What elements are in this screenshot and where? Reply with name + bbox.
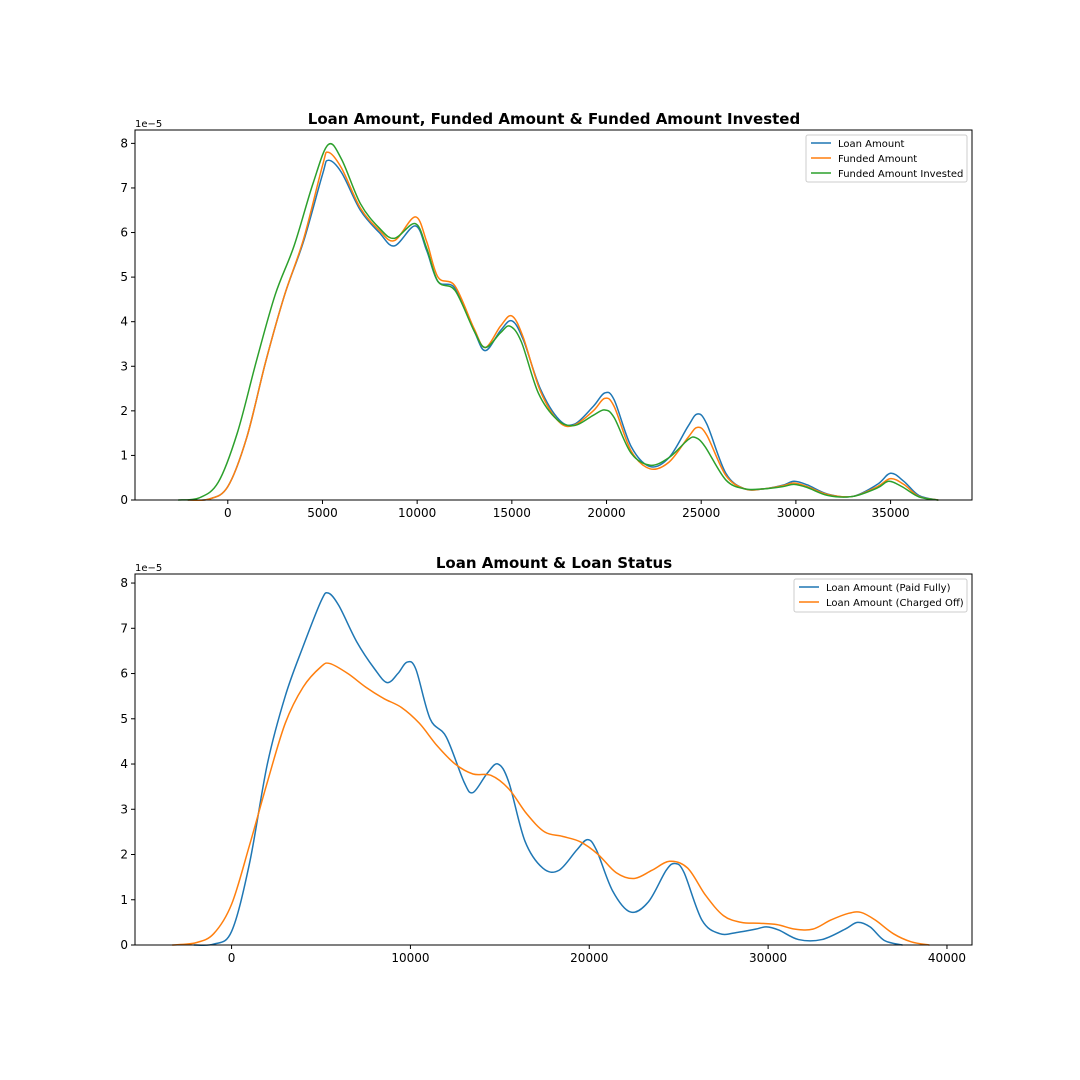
x-tick-label: 10000 xyxy=(398,506,436,520)
series-line-loan-amount xyxy=(187,159,939,502)
x-tick-label: 5000 xyxy=(307,506,338,520)
series-line-loan-amount-paid-fully xyxy=(193,591,903,947)
y-tick-label: 7 xyxy=(120,621,128,635)
legend-label-funded-amount-invested: Funded Amount Invested xyxy=(838,169,963,180)
legend-box xyxy=(805,134,968,183)
legend-label-charged-off: Loan Amount (Charged Off) xyxy=(826,598,964,609)
series-line-funded-amount-invested xyxy=(177,142,939,501)
x-tick-label: 20000 xyxy=(570,951,608,965)
chart-title: Loan Amount & Loan Status xyxy=(436,554,672,572)
legend-label-loan-amount: Loan Amount xyxy=(838,139,905,150)
x-tick-label: 40000 xyxy=(928,951,966,965)
x-tick-label: 10000 xyxy=(391,951,429,965)
y-tick-label: 3 xyxy=(120,359,128,373)
y-tick-label: 6 xyxy=(120,226,128,240)
y-offset-label: 1e−5 xyxy=(135,563,162,574)
y-tick-label: 2 xyxy=(120,404,128,418)
y-tick-label: 2 xyxy=(120,848,128,862)
x-tick-label: 35000 xyxy=(871,506,909,520)
y-tick-label: 0 xyxy=(120,938,128,952)
y-tick-label: 5 xyxy=(120,712,128,726)
plot-frame xyxy=(134,573,973,946)
series-layer xyxy=(171,591,930,947)
y-tick-label: 0 xyxy=(120,493,128,507)
y-tick-label: 1 xyxy=(120,893,128,907)
axis-layer: 0 10000 20000 30000 40000 0 1 2 3 4 5 6 7 8 xyxy=(120,576,966,965)
x-tick-label: 20000 xyxy=(587,506,625,520)
y-tick-label: 4 xyxy=(120,315,128,329)
chart-loan-funded-invested: Loan Amount, Funded Amount & Funded Amou… xyxy=(120,110,973,520)
x-tick-label: 0 xyxy=(228,951,236,965)
x-tick-label: 0 xyxy=(224,506,232,520)
x-tick-label: 30000 xyxy=(749,951,787,965)
y-tick-label: 8 xyxy=(120,136,128,150)
series-line-loan-amount-charged-off xyxy=(171,662,930,946)
plot-frame xyxy=(134,129,973,501)
x-tick-label: 25000 xyxy=(682,506,720,520)
y-tick-label: 8 xyxy=(120,576,128,590)
y-tick-label: 7 xyxy=(120,181,128,195)
y-tick-label: 5 xyxy=(120,270,128,284)
legend-label-paid-fully: Loan Amount (Paid Fully) xyxy=(826,583,951,594)
chart-title: Loan Amount, Funded Amount & Funded Amou… xyxy=(308,110,800,128)
y-tick-label: 1 xyxy=(120,448,128,462)
legend: Loan Amount (Paid Fully) Loan Amount (Ch… xyxy=(793,578,968,613)
series-layer xyxy=(177,142,939,502)
y-offset-label: 1e−5 xyxy=(135,119,162,130)
legend-box xyxy=(793,578,968,613)
legend-label-funded-amount: Funded Amount xyxy=(838,154,917,165)
axis-layer: 0 5000 10000 15000 20000 25000 30000 35000 0 1 2 3 4… xyxy=(120,136,909,520)
y-tick-label: 6 xyxy=(120,667,128,681)
legend: Loan Amount Funded Amount Funded Amount … xyxy=(805,134,968,183)
y-tick-label: 3 xyxy=(120,802,128,816)
x-tick-label: 30000 xyxy=(777,506,815,520)
x-tick-label: 15000 xyxy=(493,506,531,520)
chart-loan-status: Loan Amount & Loan Status 1e−5 0 10000 200… xyxy=(120,554,973,965)
y-tick-label: 4 xyxy=(120,757,128,771)
